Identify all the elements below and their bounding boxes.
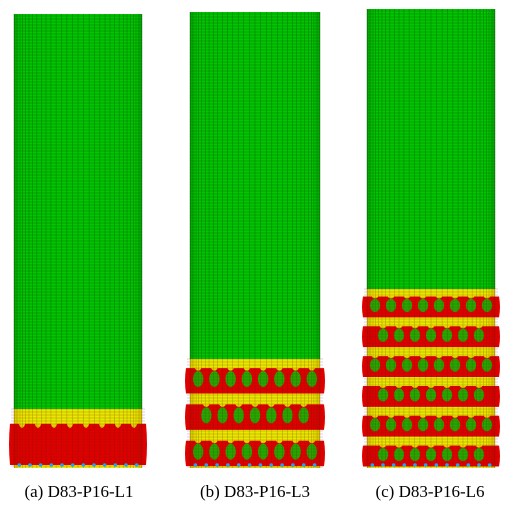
mesh-grid-0 (13, 14, 143, 409)
mesh-grid-1 (189, 12, 321, 359)
base-speckles-2 (370, 463, 492, 467)
cylinder-mesh-a (9, 14, 147, 468)
base-speckles-1 (193, 463, 317, 467)
cylinder-mesh-b (185, 12, 325, 468)
cylinder-panel-a (8, 14, 148, 468)
cylinder-panel-c (361, 9, 501, 468)
caption-c: (c) D83-P16-L6 (375, 482, 485, 501)
mesh-grid-2 (366, 9, 496, 289)
buckle-zone-0 (9, 408, 147, 468)
caption-a: (a) D83-P16-L1 (24, 482, 134, 501)
buckle-zone-2 (362, 288, 500, 468)
base-speckles-0 (17, 463, 139, 467)
cylinder-panel-b (184, 12, 326, 468)
buckle-zone-1 (185, 358, 325, 468)
cylinder-mesh-c (362, 9, 500, 468)
caption-b: (b) D83-P16-L3 (199, 482, 310, 501)
